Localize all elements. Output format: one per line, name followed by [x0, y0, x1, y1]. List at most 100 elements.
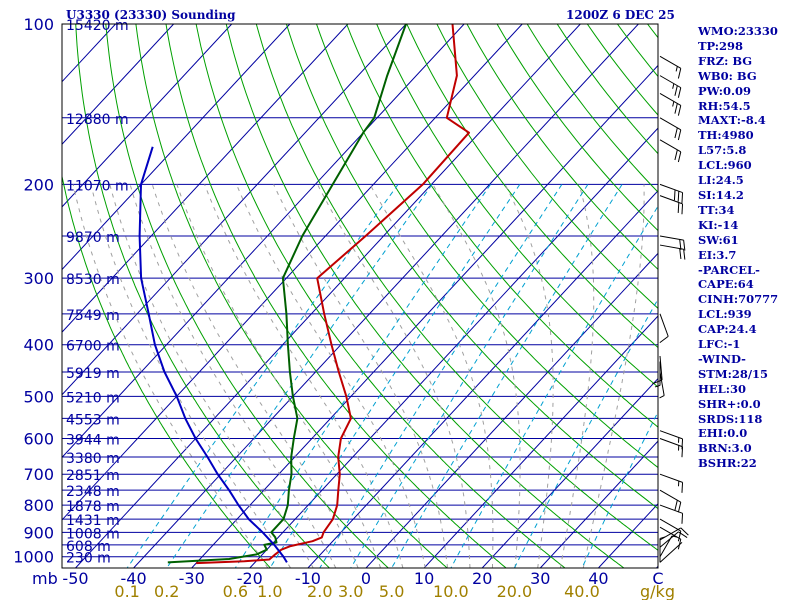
moist-adiabat-line	[236, 184, 426, 568]
isotherm-line	[539, 440, 658, 568]
moist-adiabat-line	[90, 184, 292, 568]
wind-barb-flag	[674, 85, 678, 96]
height-level-label: 230 m	[66, 551, 111, 567]
isotherm-line	[62, 24, 407, 396]
dry-adiabat-line	[316, 24, 658, 469]
index-item: SW:61	[698, 232, 739, 247]
wind-barb-flag	[681, 192, 684, 204]
isotherm-line	[62, 24, 465, 459]
dry-adiabat-line	[62, 173, 271, 568]
dry-adiabat-line	[285, 24, 658, 510]
wind-barb-flag	[652, 379, 663, 385]
isotherm-line	[62, 24, 349, 333]
sounding-title: U3330 (23330) Sounding	[66, 8, 236, 22]
temperature-tick-label: 20	[472, 569, 492, 588]
moist-adiabat-line	[559, 184, 595, 568]
wind-barb-flag	[677, 202, 680, 213]
dry-adiabat-line	[406, 24, 658, 349]
pressure-tick-label: 200	[23, 175, 54, 194]
dry-adiabat-line	[436, 24, 658, 309]
dry-adiabat-line	[376, 24, 658, 388]
moist-adiabat-line	[151, 184, 359, 568]
temperature-tick-label: -40	[121, 569, 147, 588]
index-item: BSHR:22	[698, 456, 757, 471]
wind-barb	[659, 535, 678, 557]
height-level-label: 9870 m	[66, 230, 120, 246]
wind-barb-staff	[659, 504, 683, 514]
wind-barb-flag	[683, 240, 686, 251]
wind-barb-staff	[659, 526, 682, 540]
pressure-tick-label: 700	[23, 465, 54, 484]
mixing-ratio-line	[319, 184, 563, 568]
moist-adiabat-line	[432, 184, 521, 568]
wind-barb-flag	[679, 248, 682, 259]
wind-barb-flag	[674, 149, 678, 161]
temperature-tick-label: -20	[237, 569, 263, 588]
wind-barb	[659, 235, 686, 251]
isotherm-line	[62, 24, 291, 271]
wind-barb	[659, 55, 682, 79]
height-level-label: 2851 m	[66, 468, 120, 484]
wind-barb-flag	[659, 335, 669, 344]
temperature-tick-label: 40	[588, 569, 608, 588]
pressure-tick-label: 100	[23, 15, 54, 34]
pressure-tick-label: 1000	[13, 548, 54, 567]
wind-barb-staff	[659, 313, 669, 337]
wind-barb-flag	[677, 68, 682, 79]
mixing-ratio-label: 2.0	[307, 582, 332, 600]
wind-barb-flag	[677, 105, 682, 116]
wind-barb-flag	[678, 531, 688, 538]
wind-barb-flag	[681, 203, 684, 215]
dry-adiabat-line	[135, 24, 448, 568]
wind-barb	[659, 195, 684, 215]
wind-barb-staff	[659, 195, 683, 205]
pressure-tick-label: 900	[23, 523, 54, 542]
height-level-label: 2348 m	[66, 484, 120, 500]
wind-barb-staff	[659, 355, 663, 380]
moist-adiabat-line	[72, 184, 269, 568]
sounding-time: 1200Z 6 DEC 25	[566, 8, 675, 22]
index-item: LI:24.5	[698, 173, 744, 188]
isotherm-line	[133, 24, 639, 568]
wind-barb-half-flag	[672, 101, 675, 107]
isotherm-line	[191, 64, 658, 568]
plot-frame	[61, 23, 659, 569]
isotherm-line	[365, 252, 658, 568]
temperature-tick-label: C	[652, 569, 663, 588]
wind-barb-staff	[659, 527, 682, 541]
index-item: -WIND-	[698, 351, 746, 366]
temperature-tick-label: 30	[530, 569, 550, 588]
wind-barb	[659, 504, 684, 524]
height-level-label: 7549 m	[66, 308, 120, 324]
pressure-tick-label: 500	[23, 387, 54, 406]
wind-barb	[659, 489, 682, 513]
temperature-tick-label: -10	[295, 569, 321, 588]
wind-barb	[659, 473, 684, 493]
isotherm-line	[62, 24, 233, 208]
mixing-ratio-line	[513, 298, 658, 568]
dry-adiabat-line	[75, 24, 330, 568]
index-item: CAP:24.4	[698, 322, 757, 337]
index-item: CAPE:64	[698, 277, 754, 292]
wind-barb-half-flag	[671, 535, 678, 538]
mixing-ratio-label: 20.0	[497, 582, 533, 600]
height-level-label: 5210 m	[66, 390, 120, 406]
wind-barb-flag	[677, 151, 682, 163]
wind-barb	[659, 527, 689, 541]
wind-barb-flag	[681, 446, 684, 458]
index-item: -PARCEL-	[698, 262, 760, 277]
index-item: LCL:939	[698, 307, 752, 322]
wind-barb-flag	[681, 513, 684, 524]
isotherm-line	[481, 377, 658, 568]
wind-barb-flag	[677, 539, 682, 550]
mixing-ratio-label: 0.2	[154, 582, 179, 600]
wind-barb-flag	[677, 502, 682, 513]
wind-barb	[659, 75, 682, 98]
index-item: PW:0.09	[698, 83, 752, 98]
mixing-unit-label: g/kg	[640, 582, 675, 600]
mixing-ratio-line	[166, 184, 433, 568]
mixing-ratio-label: 1.0	[257, 582, 282, 600]
dewpoint-trace	[167, 24, 407, 564]
wind-barb-flag	[673, 189, 676, 201]
